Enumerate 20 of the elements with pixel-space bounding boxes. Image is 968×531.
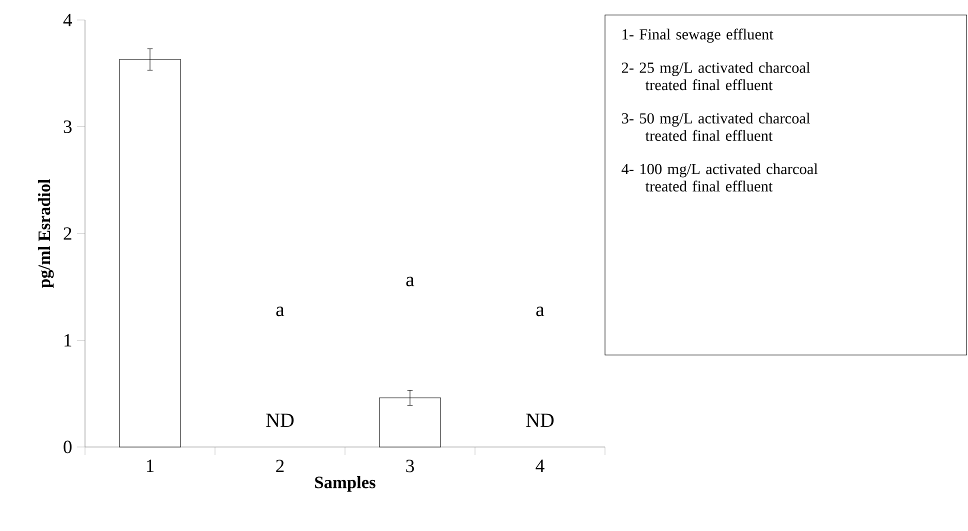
annotation: a <box>536 306 544 316</box>
x-tick-label: 1 <box>146 460 154 472</box>
y-tick-label: 4 <box>63 14 72 26</box>
annotation: ND <box>526 414 554 427</box>
text: 1- Final sewage effluent <box>622 28 774 43</box>
text: 2- 25 mg/L activated charcoal treated final effluent <box>622 62 810 90</box>
y-tick-label: 1 <box>64 334 72 346</box>
x-axis-title: Samples <box>315 476 376 492</box>
x-tick-label: 3 <box>406 460 414 472</box>
x-tick-label: 2 <box>276 460 284 472</box>
text: 3- 50 mg/L activated charcoal treated final effluent <box>622 112 810 141</box>
y-axis-title: pg/ml Esradiol <box>38 179 54 288</box>
y-tick-label: 3 <box>64 120 72 134</box>
text: 4- 100 mg/L activated charcoal treated final effluent <box>622 163 818 192</box>
annotation: a <box>276 306 284 316</box>
annotation: a <box>406 276 414 286</box>
x-tick-label: 4 <box>536 460 544 472</box>
y-tick-label: 0 <box>64 440 72 454</box>
annotation: ND <box>266 414 294 427</box>
y-tick-label: 2 <box>64 227 72 240</box>
